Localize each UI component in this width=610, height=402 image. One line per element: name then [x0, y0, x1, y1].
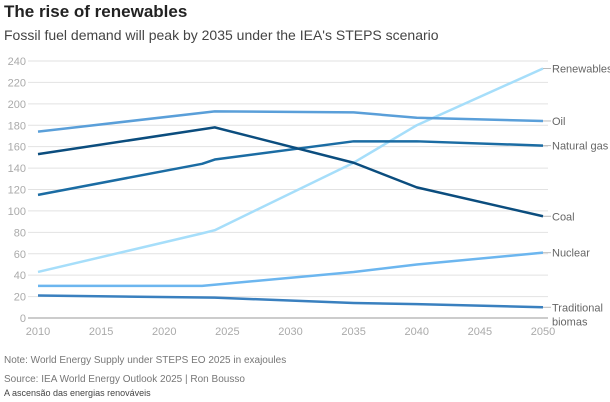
series-label: Renewables — [552, 63, 610, 75]
y-tick-label: 20 — [14, 292, 26, 304]
series-label: Coal — [552, 211, 575, 223]
y-tick-label: 60 — [14, 249, 26, 261]
y-tick-label: 40 — [14, 270, 26, 282]
y-tick-label: 0 — [20, 313, 26, 325]
chart-source: Source: IEA World Energy Outlook 2025 | … — [4, 374, 245, 385]
x-tick-label: 2010 — [26, 326, 50, 338]
x-tick-label: 2040 — [405, 326, 429, 338]
series-label: Traditional biomas — [552, 302, 603, 328]
y-tick-label: 80 — [14, 227, 26, 239]
y-tick-label: 160 — [8, 142, 26, 154]
y-tick-label: 200 — [8, 99, 26, 111]
chart-subtitle: Fossil fuel demand will peak by 2035 und… — [4, 27, 439, 43]
series-line — [37, 126, 544, 218]
x-tick-label: 2045 — [468, 326, 492, 338]
series-label: Natural gas — [552, 141, 609, 153]
x-tick-label: 2025 — [215, 326, 239, 338]
y-tick-label: 240 — [8, 56, 26, 68]
series-line — [37, 294, 544, 309]
y-tick-label: 100 — [8, 206, 26, 218]
series-line — [37, 140, 544, 197]
y-tick-label: 180 — [8, 120, 26, 132]
y-tick-label: 120 — [8, 185, 26, 197]
x-tick-label: 2030 — [278, 326, 302, 338]
y-tick-label: 140 — [8, 163, 26, 175]
series-line — [37, 110, 544, 133]
x-tick-label: 2020 — [152, 326, 176, 338]
series-label: Oil — [552, 116, 565, 128]
chart-title: The rise of renewables — [4, 2, 188, 21]
caption: A ascensão das energias renováveis — [4, 388, 151, 398]
y-tick-label: 220 — [8, 77, 26, 89]
chart-note: Note: World Energy Supply under STEPS EO… — [4, 355, 287, 366]
series-line — [38, 251, 544, 288]
series-line — [37, 67, 544, 274]
series-label: Nuclear — [552, 248, 590, 260]
x-tick-label: 2015 — [89, 326, 113, 338]
x-tick-label: 2035 — [341, 326, 365, 338]
x-tick-label: 2050 — [531, 326, 555, 338]
